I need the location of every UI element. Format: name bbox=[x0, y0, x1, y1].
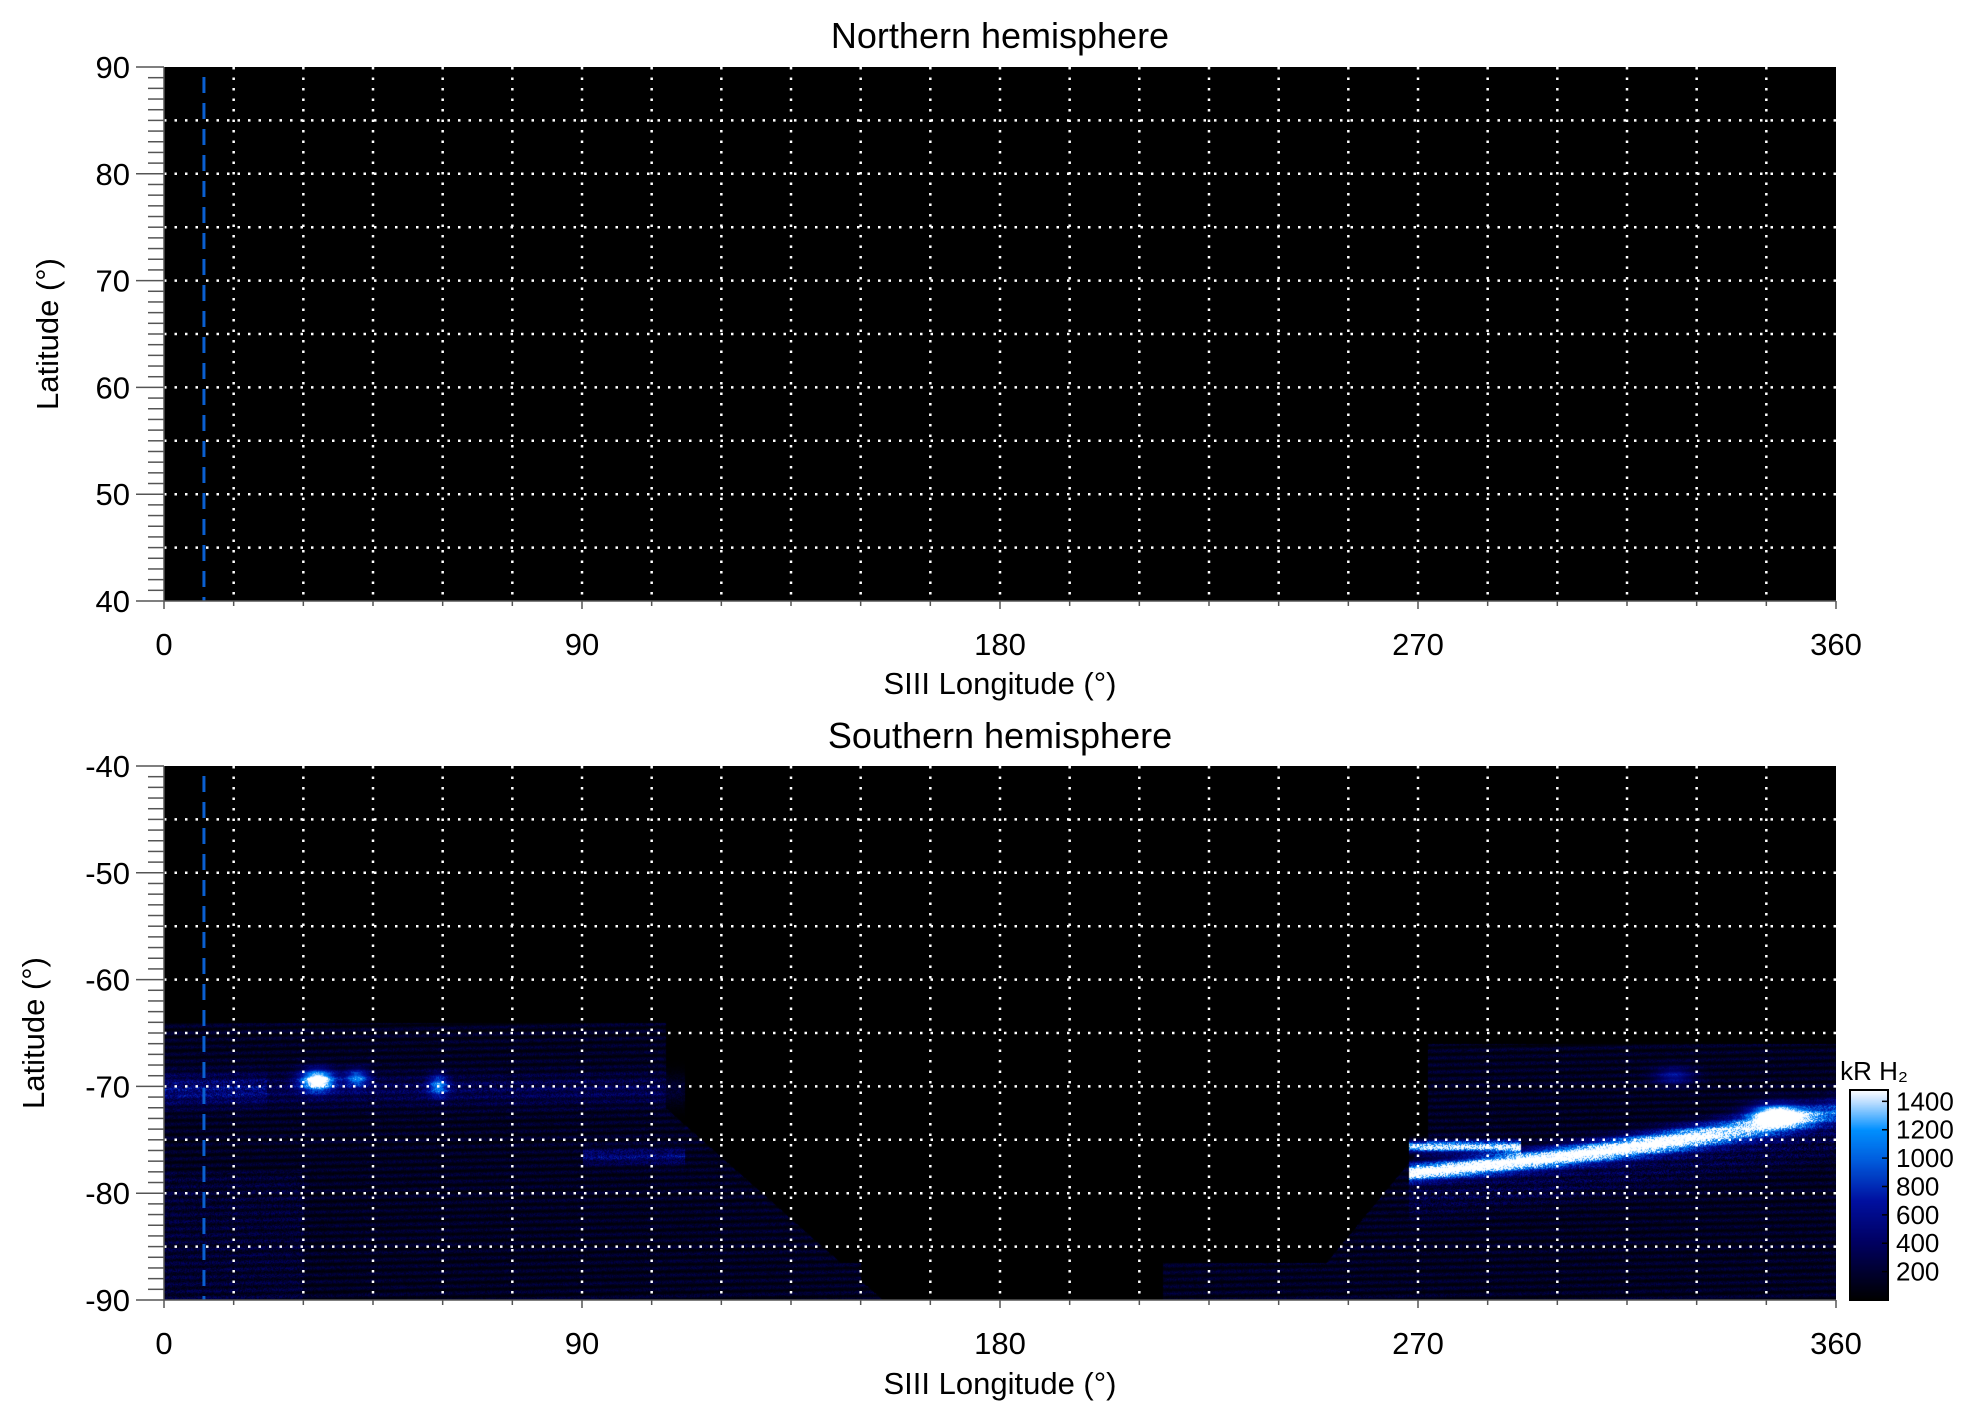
north-ylabel: Latitude (°) bbox=[30, 258, 65, 410]
south-x-tick-label: 0 bbox=[155, 1326, 172, 1361]
south-y-tick-label: -90 bbox=[85, 1283, 130, 1318]
north-y-tick-label: 60 bbox=[96, 370, 130, 405]
south-title: Southern hemisphere bbox=[828, 715, 1172, 756]
south-y-tick-label: -50 bbox=[85, 856, 130, 891]
south-y-tick-label: -80 bbox=[85, 1176, 130, 1211]
colorbar-tick-label: 400 bbox=[1896, 1228, 1939, 1258]
north-y-tick-label: 40 bbox=[96, 584, 130, 619]
colorbar-tick-label: 200 bbox=[1896, 1257, 1939, 1287]
colorbar-tick-label: 600 bbox=[1896, 1200, 1939, 1230]
north-y-tick-label: 70 bbox=[96, 264, 130, 299]
south-x-tick-label: 90 bbox=[565, 1326, 599, 1361]
north-x-tick-label: 360 bbox=[1810, 627, 1862, 662]
north-x-tick-label: 90 bbox=[565, 627, 599, 662]
north-x-tick-label: 270 bbox=[1392, 627, 1444, 662]
south-heatmap bbox=[164, 766, 1836, 1300]
north-xlabel: SIII Longitude (°) bbox=[884, 666, 1117, 701]
colorbar-tick-label: 800 bbox=[1896, 1171, 1939, 1201]
north-y-tick-label: 80 bbox=[96, 157, 130, 192]
south-x-tick-label: 360 bbox=[1810, 1326, 1862, 1361]
south-y-tick-label: -70 bbox=[85, 1069, 130, 1104]
north-y-tick-label: 90 bbox=[96, 50, 130, 85]
north-title: Northern hemisphere bbox=[831, 15, 1169, 56]
north-heatmap bbox=[164, 67, 1836, 601]
south-y-tick-label: -40 bbox=[85, 749, 130, 784]
north-x-tick-label: 0 bbox=[155, 627, 172, 662]
south-ylabel: Latitude (°) bbox=[16, 957, 51, 1109]
north-x-tick-label: 180 bbox=[974, 627, 1026, 662]
south-x-tick-label: 270 bbox=[1392, 1326, 1444, 1361]
south-y-tick-label: -60 bbox=[85, 963, 130, 998]
north-y-tick-label: 50 bbox=[96, 477, 130, 512]
south-x-tick-label: 180 bbox=[974, 1326, 1026, 1361]
colorbar bbox=[1850, 1090, 1888, 1300]
colorbar-tick-label: 1000 bbox=[1896, 1143, 1954, 1173]
colorbar-tick-label: 1400 bbox=[1896, 1086, 1954, 1116]
south-xlabel: SIII Longitude (°) bbox=[884, 1366, 1117, 1401]
colorbar-frame bbox=[1849, 1089, 1889, 1301]
colorbar-tick-label: 1200 bbox=[1896, 1115, 1954, 1145]
colorbar-label: kR H₂ bbox=[1840, 1056, 1908, 1086]
